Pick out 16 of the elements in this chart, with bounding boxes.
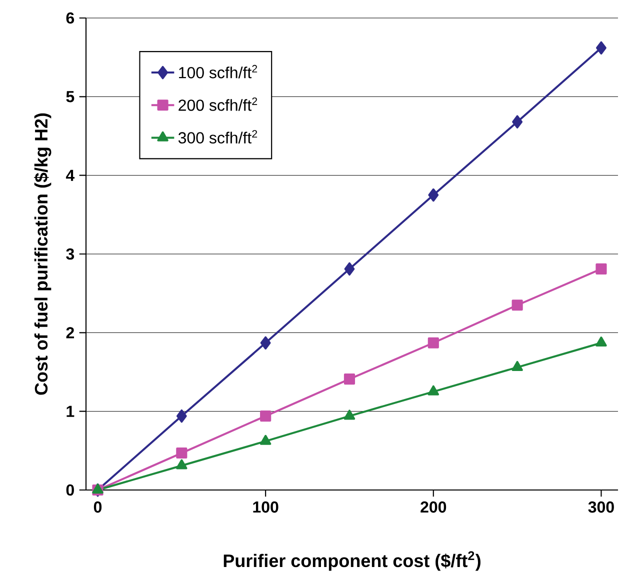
legend-label: 100 scfh/ft$^{2}$ — [179, 64, 258, 78]
x-axis-title: Purifier component cost ($/ft$^{2}$) — [224, 551, 480, 571]
x-tick-label: 300 — [588, 501, 614, 513]
y-tick-label: 4 — [66, 170, 75, 181]
y-tick-label: 1 — [66, 406, 74, 417]
x-tick-label: 100 — [253, 501, 278, 513]
y-axis-title: Cost of fuel purification ($/kg H2) — [34, 113, 52, 395]
legend-label: 200 scfh/ft$^{2}$ — [178, 98, 258, 111]
y-tick-label: 5 — [66, 91, 74, 102]
legend-label: 300 scfh/ft$^{2}$ — [178, 130, 258, 144]
y-tick-label: 0 — [66, 484, 74, 496]
y-tick-label: 2 — [66, 327, 74, 338]
y-tick-label: 3 — [66, 248, 74, 260]
y-tick-label: 6 — [66, 12, 74, 24]
x-tick-label: 0 — [94, 501, 102, 513]
x-tick-label: 200 — [420, 501, 446, 513]
